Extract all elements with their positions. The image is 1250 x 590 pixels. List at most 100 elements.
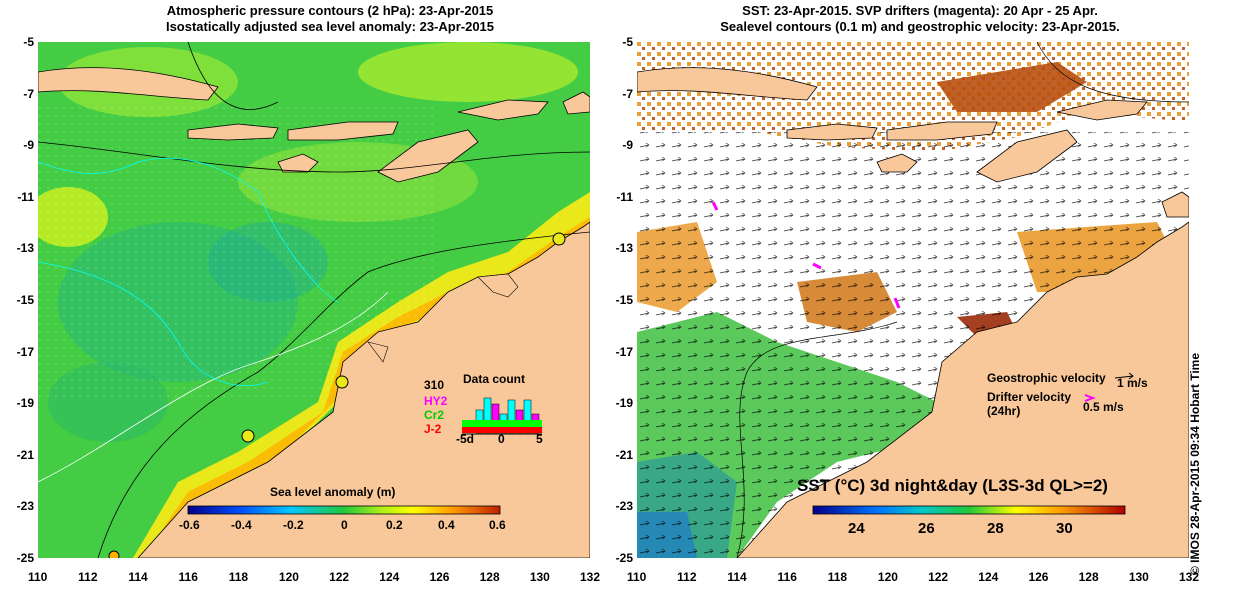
sla-tick: -0.6 [179, 518, 200, 532]
x-tick-label: 112 [677, 570, 697, 584]
drifter-24hr-label: (24hr) [987, 404, 1021, 418]
drifter-track [711, 201, 719, 211]
x-tick-label: 114 [128, 570, 148, 584]
tide-gauge-marker [241, 429, 255, 443]
pressure-contour [97, 231, 590, 558]
drifter-track [812, 262, 822, 270]
left-title-line2: Isostatically adjusted sea level anomaly… [165, 19, 495, 34]
y-tick-label: -7 [622, 86, 633, 101]
tide-gauge-marker [335, 375, 349, 389]
x-tick-label: 124 [978, 570, 999, 584]
geostrophic-velocity-label: Geostrophic velocity [987, 371, 1106, 385]
sea-level-contour [1036, 42, 1189, 103]
geostrophic-scale-arrow [1114, 375, 1134, 379]
y-tick-label: -21 [615, 447, 633, 462]
y-tick-label: -15 [16, 293, 34, 307]
y-tick-label: -9 [23, 138, 34, 153]
histogram-cr2-band [462, 420, 542, 427]
histogram-tick: 5 [536, 432, 543, 446]
satellite-hy2: HY2 [424, 394, 448, 408]
sla-tick: 0.2 [386, 518, 403, 532]
y-tick-label: -11 [616, 189, 633, 204]
sea-level-colorbar [187, 505, 501, 515]
tide-gauge-marker [108, 550, 120, 558]
bathymetry-contour [38, 291, 389, 483]
pressure-contour [187, 42, 279, 110]
anomaly-patch [358, 42, 578, 102]
x-tick-label: 118 [827, 570, 848, 584]
x-tick-label: 116 [178, 570, 198, 584]
sla-tick: -0.2 [283, 518, 304, 532]
sea-level-anomaly-map: Sea level anomaly (m) -0.6 -0.4 -0.2 0 0… [38, 42, 590, 558]
timor-island [377, 129, 479, 183]
coast-detail [477, 273, 519, 298]
geostrophic-scale-arrowhead [1128, 372, 1134, 380]
track-line [38, 157, 339, 303]
tide-gauge-marker [552, 232, 566, 246]
coast-detail [367, 341, 389, 363]
pressure-contour [38, 141, 590, 173]
y-tick-label: -19 [16, 396, 34, 411]
sla-tick: 0.6 [489, 518, 506, 532]
x-tick-label: 122 [928, 570, 949, 584]
satellite-310: 310 [424, 378, 445, 392]
x-tick-label: 122 [329, 570, 350, 584]
y-tick-label: -13 [16, 241, 34, 256]
java-island [38, 67, 219, 101]
flores-island [886, 121, 998, 141]
sst-colorbar-label: SST (°C) 3d night&day (L3S-3d QL>=2) [797, 476, 1108, 495]
left-title-line1: Atmospheric pressure contours (2 hPa): 2… [166, 3, 494, 18]
right-panel-title: SST: 23-Apr-2015. SVP drifters (magenta)… [640, 3, 1200, 35]
y-tick-label: -19 [615, 396, 633, 411]
y-tick-label: -11 [17, 189, 34, 204]
y-tick-label: -15 [615, 293, 633, 307]
java-island [637, 67, 818, 101]
flores-island [287, 121, 399, 141]
sumba-island [876, 153, 918, 173]
x-tick-label: 128 [1078, 570, 1099, 584]
x-tick-label: 124 [379, 570, 400, 584]
timor-island [976, 129, 1078, 183]
x-tick-label: 130 [529, 570, 550, 584]
x-tick-label: 110 [627, 570, 647, 584]
wetar-island [1056, 99, 1148, 121]
x-tick-label: 126 [1028, 570, 1049, 584]
y-tick-label: -25 [615, 551, 633, 565]
y-tick-label: -25 [16, 551, 34, 565]
x-tick-label: 128 [479, 570, 500, 584]
sst-tick: 30 [1056, 520, 1073, 537]
y-tick-label: -23 [615, 499, 633, 514]
drifter-scale-arrow [1084, 394, 1096, 402]
right-title-line1: SST: 23-Apr-2015. SVP drifters (magenta)… [742, 3, 1098, 18]
histogram-tick: 0 [498, 432, 505, 446]
sst-hot-patch [937, 62, 1087, 112]
imos-credit: © IMOS 28-Apr-2015 09:34 Hobart Time [1188, 352, 1202, 575]
sst-tick: 28 [987, 520, 1004, 537]
australia-landmass [736, 221, 1189, 558]
y-tick-label: -17 [16, 344, 34, 359]
sea-level-contour [736, 321, 898, 558]
y-tick-label: -5 [622, 35, 633, 49]
x-tick-label: 120 [278, 570, 299, 584]
x-tick-label: 126 [429, 570, 450, 584]
australia-landmass [137, 221, 590, 558]
sst-colorbar [812, 505, 1126, 515]
drifter-track [893, 297, 901, 309]
histogram-j2-band [462, 427, 542, 433]
sla-tick: -0.4 [231, 518, 252, 532]
x-tick-label: 112 [78, 570, 98, 584]
island-east [562, 91, 590, 115]
y-tick-label: -7 [23, 86, 34, 101]
y-tick-label: -21 [16, 447, 34, 462]
drifter-scale-label: 0.5 m/s [1083, 400, 1124, 414]
satellite-cr2: Cr2 [424, 408, 445, 422]
x-tick-label: 110 [28, 570, 48, 584]
x-tick-label: 132 [580, 570, 601, 584]
island-east [1161, 191, 1189, 218]
y-tick-label: -23 [16, 499, 34, 514]
data-count-title: Data count [463, 372, 526, 386]
sla-tick: 0.4 [438, 518, 455, 532]
sla-tick: 0 [341, 518, 348, 532]
satellite-j2: J-2 [424, 422, 442, 436]
right-title-line2: Sealevel contours (0.1 m) and geostrophi… [720, 19, 1120, 34]
